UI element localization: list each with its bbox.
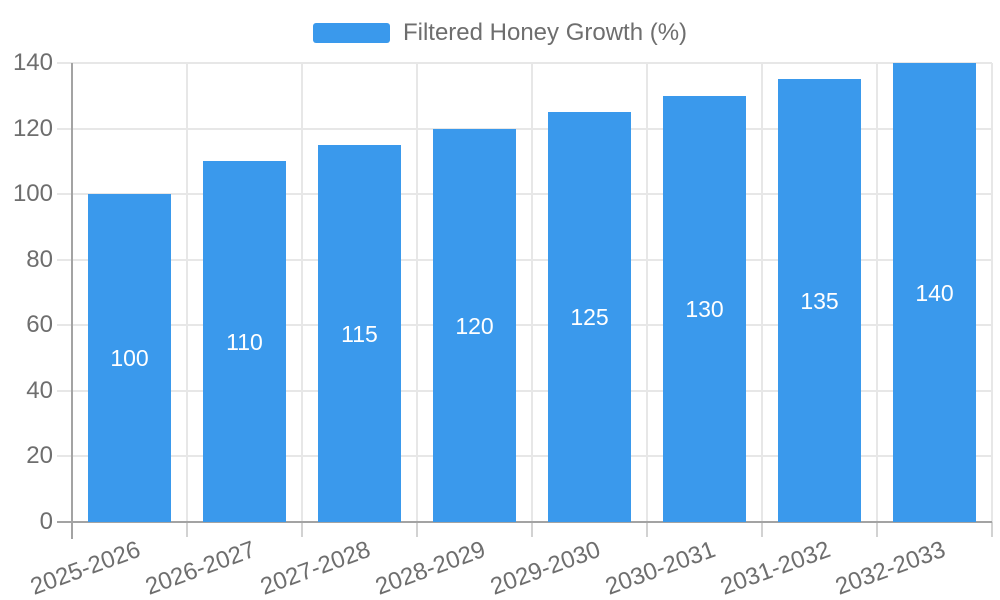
- x-gridline: [991, 63, 993, 522]
- x-axis-label-2028-2029: 2028-2029: [371, 536, 489, 600]
- y-axis-label: 20: [26, 442, 53, 470]
- x-gridline: [646, 63, 648, 522]
- y-axis-label: 0: [39, 508, 53, 535]
- y-axis-line: [71, 63, 73, 539]
- x-axis-tick: [186, 522, 188, 537]
- bar-2026-2027[interactable]: 110: [203, 161, 286, 522]
- x-axis-tick: [646, 522, 648, 537]
- y-axis-label: 100: [12, 180, 53, 208]
- y-gridline: [57, 389, 992, 392]
- y-axis-label: 40: [26, 376, 53, 404]
- x-axis-label-2031-2032: 2031-2032: [716, 536, 834, 600]
- x-axis-label-2025-2026: 2025-2026: [26, 536, 144, 600]
- bar-2025-2026[interactable]: 100: [88, 194, 171, 522]
- bar-value-label: 115: [341, 320, 378, 347]
- bar-value-label: 130: [685, 296, 724, 322]
- y-gridline: [57, 455, 992, 458]
- x-gridline: [301, 63, 303, 522]
- x-axis-line: [57, 521, 992, 523]
- bar-2032-2033[interactable]: 140: [893, 63, 976, 522]
- bar-2030-2031[interactable]: 130: [663, 96, 746, 522]
- bar-value-label: 140: [915, 279, 954, 306]
- bar-value-label: 135: [800, 287, 839, 314]
- y-gridline: [57, 62, 992, 64]
- x-axis-label-2032-2033: 2032-2033: [831, 536, 949, 600]
- bar-value-label: 110: [226, 328, 263, 355]
- x-axis-tick: [301, 522, 303, 537]
- legend-label: Filtered Honey Growth (%): [402, 19, 688, 46]
- y-gridline: [57, 324, 992, 327]
- x-axis-tick: [876, 522, 878, 537]
- y-axis-label: 120: [12, 114, 53, 142]
- bar-2027-2028[interactable]: 115: [318, 145, 401, 522]
- x-gridline: [416, 63, 418, 522]
- y-axis-label: 60: [26, 311, 53, 339]
- x-gridline: [186, 63, 188, 522]
- bar-2028-2029[interactable]: 120: [433, 129, 516, 522]
- x-axis-tick: [416, 522, 418, 537]
- x-axis-label-2030-2031: 2030-2031: [601, 536, 719, 600]
- x-axis-tick: [761, 522, 763, 537]
- y-gridline: [57, 193, 992, 196]
- bar-value-label: 100: [110, 345, 149, 371]
- x-axis-label-2026-2027: 2026-2027: [141, 536, 259, 600]
- x-axis-label-2027-2028: 2027-2028: [256, 536, 374, 600]
- x-gridline: [876, 63, 878, 522]
- legend-swatch: [312, 23, 390, 43]
- y-axis-label: 140: [12, 49, 53, 76]
- bar-value-label: 120: [455, 312, 494, 339]
- x-gridline: [761, 63, 763, 522]
- x-axis-label-2029-2030: 2029-2030: [486, 536, 604, 600]
- y-gridline: [57, 258, 992, 261]
- x-axis-tick: [531, 522, 533, 537]
- y-gridline: [57, 127, 992, 130]
- bar-2031-2032[interactable]: 135: [778, 79, 861, 522]
- x-axis-tick: [991, 522, 993, 537]
- y-axis-label: 80: [26, 245, 53, 273]
- legend[interactable]: Filtered Honey Growth (%): [0, 20, 1000, 46]
- x-gridline: [531, 63, 533, 522]
- bar-value-label: 125: [570, 304, 609, 330]
- bar-2029-2030[interactable]: 125: [548, 112, 631, 522]
